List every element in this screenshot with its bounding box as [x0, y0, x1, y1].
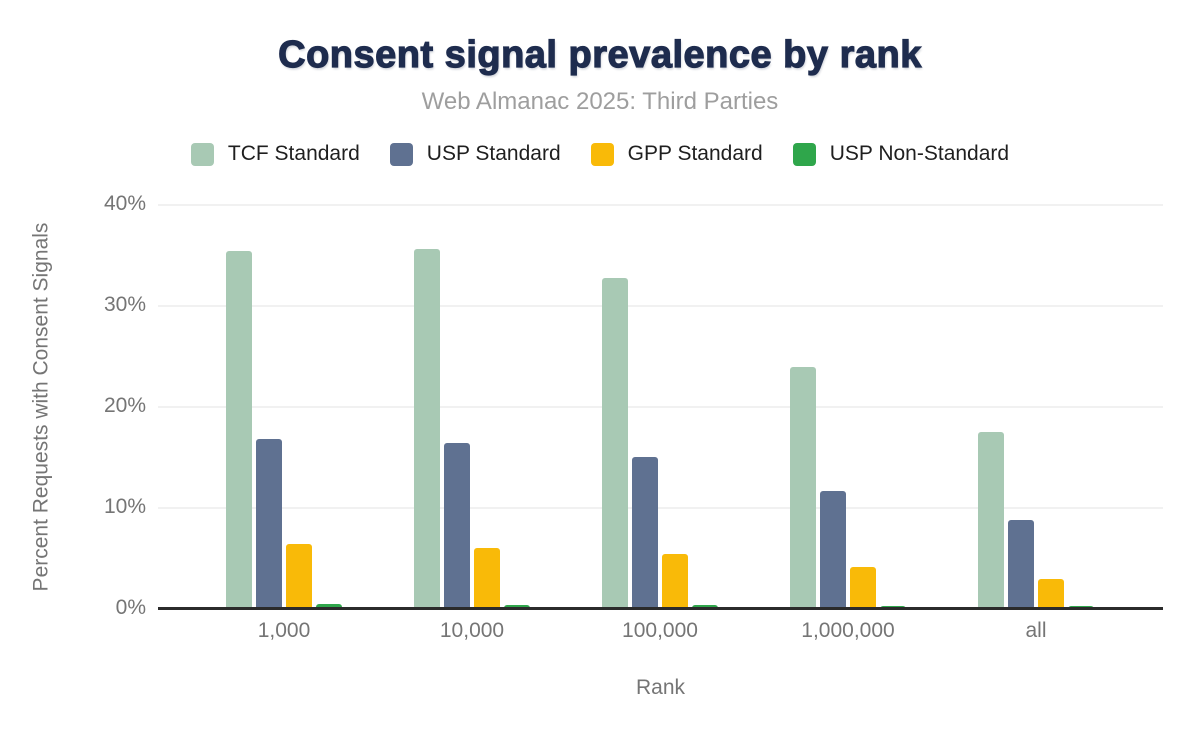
bar-usp-standard-all [1008, 520, 1034, 609]
y-tick-label-30: 30% [103, 293, 146, 316]
x-tick-label-100-000: 100,000 [622, 619, 698, 642]
bar-gpp-standard-all [1038, 578, 1064, 609]
bar-gpp-standard-1-000-000 [850, 566, 876, 609]
legend: TCF Standard USP Standard GPP Standard USP … [0, 142, 1200, 166]
y-tick-label-10: 10% [103, 495, 146, 518]
bar-usp-non-standard-100-000 [692, 604, 718, 609]
x-tick-label-10-000: 10,000 [439, 619, 505, 642]
legend-item-tcf-standard: TCF Standard [190, 142, 360, 166]
x-tick-label-1-000-000: 1,000,000 [801, 619, 895, 642]
bar-tcf-standard-100-000 [602, 277, 628, 609]
x-tick-label-1-000: 1,000 [257, 619, 311, 642]
x-tick-label-all: all [1025, 619, 1047, 642]
bar-usp-standard-1-000 [256, 439, 282, 609]
legend-swatch-usp-non-standard [792, 142, 816, 166]
bar-usp-standard-10-000 [444, 443, 470, 609]
gridline-10 [158, 507, 1163, 509]
bar-gpp-standard-100-000 [662, 554, 688, 609]
bar-tcf-standard-1-000-000 [790, 366, 816, 609]
gridline-20 [158, 406, 1163, 408]
legend-item-gpp-standard: GPP Standard [590, 142, 763, 166]
chart-subtitle: Web Almanac 2025: Third Parties [421, 88, 779, 115]
bar-usp-standard-1-000-000 [820, 490, 846, 609]
bar-gpp-standard-1-000 [286, 544, 312, 609]
legend-swatch-gpp-standard [590, 142, 614, 166]
x-axis-title: Rank [635, 676, 686, 699]
bar-tcf-standard-10-000 [414, 249, 440, 609]
plot-area [158, 204, 1163, 610]
bar-usp-non-standard-1-000 [316, 603, 342, 609]
bar-tcf-standard-all [978, 432, 1004, 609]
legend-label: GPP Standard [627, 142, 763, 165]
legend-label: USP Non-Standard [829, 142, 1010, 165]
legend-label: USP Standard [426, 142, 561, 165]
legend-item-usp-non-standard: USP Non-Standard [792, 142, 1010, 166]
gridline-40 [158, 204, 1163, 206]
bar-tcf-standard-1-000 [226, 251, 252, 609]
bar-usp-non-standard-10-000 [504, 604, 530, 609]
y-tick-label-40: 40% [103, 192, 146, 215]
legend-swatch-tcf-standard [190, 142, 214, 166]
y-tick-label-0: 0% [115, 596, 146, 619]
x-axis-baseline [158, 607, 1163, 610]
bar-usp-standard-100-000 [632, 456, 658, 609]
legend-swatch-usp-standard [389, 142, 413, 166]
gridline-30 [158, 305, 1163, 307]
y-tick-label-20: 20% [103, 394, 146, 417]
legend-label: TCF Standard [227, 142, 360, 165]
legend-item-usp-standard: USP Standard [389, 142, 561, 166]
chart-title: Consent signal prevalence by rank [278, 33, 922, 76]
bar-gpp-standard-10-000 [474, 548, 500, 609]
